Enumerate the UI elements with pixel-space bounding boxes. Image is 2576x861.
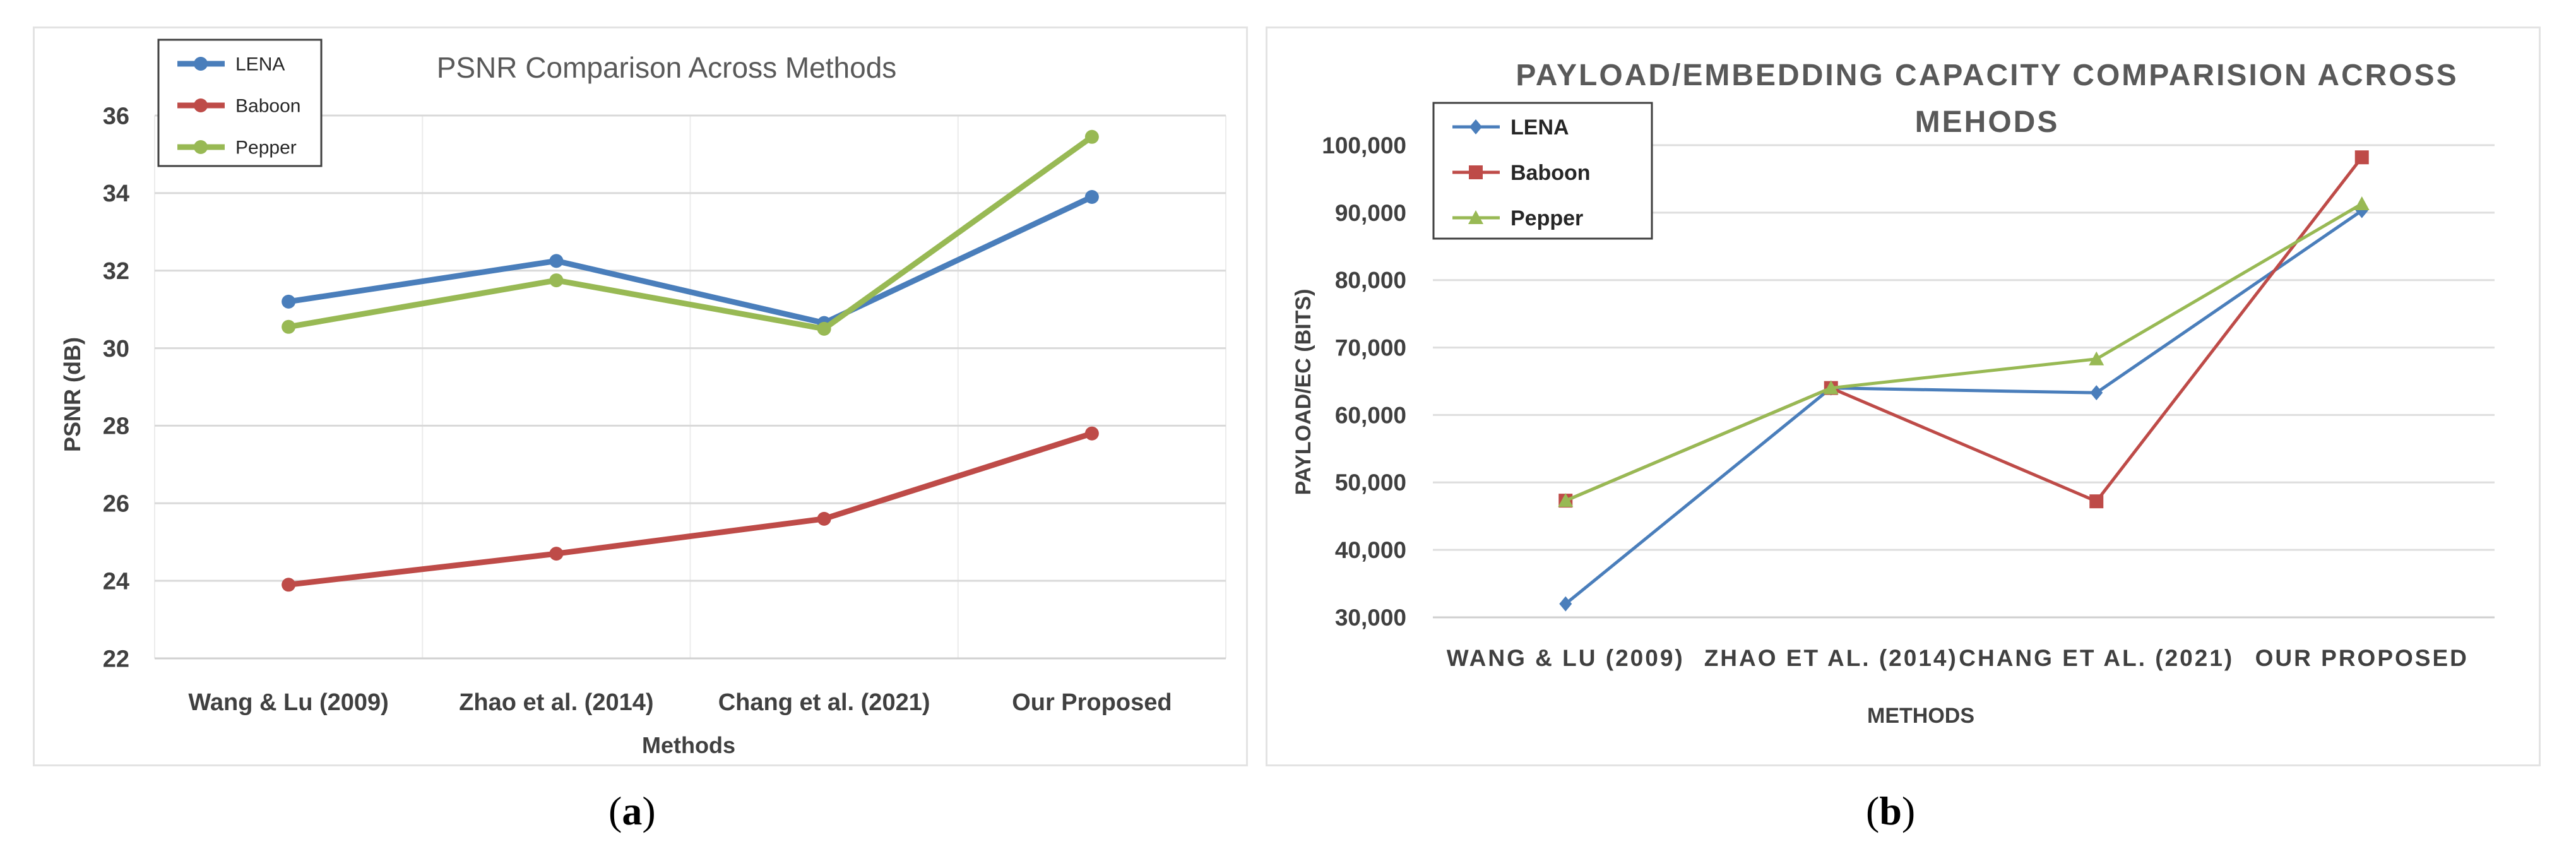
data-point-baboon xyxy=(2089,494,2104,509)
legend-label-baboon: Baboon xyxy=(235,96,300,117)
data-point-lena xyxy=(549,254,564,268)
y-tick-label: 30 xyxy=(103,336,129,362)
data-point-pepper xyxy=(1558,493,1574,508)
y-tick-label: 80,000 xyxy=(1335,268,1406,294)
payload-line-chart: 30,000 40,000 50,000 60,000 70,000 80,000 90,0… xyxy=(1291,59,2495,728)
legend-marker-baboon xyxy=(194,98,208,112)
chart-panel-payload: 30,000 40,000 50,000 60,000 70,000 80,000 90,0… xyxy=(1266,27,2541,766)
x-tick-label: Zhao et al. (2014) xyxy=(459,689,653,716)
x-tick-label: Wang & Lu (2009) xyxy=(188,689,388,716)
y-tick-label: 34 xyxy=(103,181,129,207)
legend-marker-pepper xyxy=(1468,210,1483,224)
data-point-pepper xyxy=(549,273,564,288)
data-point-lena xyxy=(2090,385,2103,401)
chart-title-line: MEHODS xyxy=(1915,105,2060,139)
legend-marker-lena xyxy=(194,57,208,71)
y-tick-label: 60,000 xyxy=(1335,402,1406,428)
legend-item-lena: LENA xyxy=(177,54,285,75)
data-point-baboon xyxy=(2354,150,2369,165)
series-line-baboon xyxy=(288,430,1093,588)
x-tick-label: Our Proposed xyxy=(1012,689,1172,716)
legend-marker-pepper xyxy=(194,140,208,154)
data-point-baboon xyxy=(1084,426,1099,441)
legend-label-pepper: Pepper xyxy=(235,138,297,158)
x-axis-title: Methods xyxy=(642,732,735,758)
legend-label-lena: LENA xyxy=(1511,116,1569,140)
legend-item-pepper: Pepper xyxy=(177,138,297,158)
legend-label-baboon: Baboon xyxy=(1511,161,1591,185)
legend-marker-baboon xyxy=(1469,165,1483,179)
caption-a-letter: a xyxy=(622,788,643,833)
legend: LENA Baboon Pepper xyxy=(157,39,323,167)
data-point-baboon xyxy=(817,511,831,526)
series-pepper xyxy=(1558,196,2370,508)
data-point-pepper xyxy=(2089,351,2104,365)
series-line-lena xyxy=(1564,209,2363,605)
caption-a: (a) xyxy=(608,788,656,833)
y-tick-label: 28 xyxy=(103,413,129,440)
x-axis-title: METHODS xyxy=(1867,704,1974,728)
y-tick-label: 90,000 xyxy=(1335,200,1406,226)
legend-item-lena: LENA xyxy=(1452,116,1569,140)
legend: LENA Baboon Pepper xyxy=(1432,102,1653,240)
series-pepper xyxy=(282,129,1099,336)
y-axis-title: PAYLOAD/EC (BITS) xyxy=(1291,289,1315,496)
x-tick-label: ZHAO ET AL. (2014) xyxy=(1704,645,1958,671)
legend-item-baboon: Baboon xyxy=(1452,161,1591,185)
data-point-lena xyxy=(1084,190,1099,204)
y-tick-label: 100,000 xyxy=(1322,133,1406,158)
y-tick-label: 32 xyxy=(103,258,129,285)
data-point-lena xyxy=(282,294,296,309)
data-point-pepper xyxy=(1084,129,1099,144)
y-tick-label: 22 xyxy=(103,646,129,672)
psnr-line-chart: 22 24 26 28 30 32 34 36 Wang & Lu (2009) Zhao et … xyxy=(59,39,1226,758)
legend-label-lena: LENA xyxy=(235,54,285,75)
legend-label-pepper: Pepper xyxy=(1511,206,1583,230)
x-tick-label: Chang et al. (2021) xyxy=(718,689,930,716)
y-tick-label: 36 xyxy=(103,103,129,129)
data-point-baboon xyxy=(549,547,564,561)
data-point-baboon xyxy=(282,578,296,592)
data-point-lena xyxy=(1559,596,1572,612)
data-point-pepper xyxy=(282,319,296,334)
chart-title-line: PAYLOAD/EMBEDDING CAPACITY COMPARISION A… xyxy=(1516,59,2458,92)
chart-title: PSNR Comparison Across Methods xyxy=(437,51,897,84)
x-tick-label: WANG & LU (2009) xyxy=(1447,645,1685,671)
x-tick-label: CHANG ET AL. (2021) xyxy=(1959,645,2234,671)
series-line-pepper xyxy=(288,134,1094,332)
series-line-pepper xyxy=(1565,202,2363,502)
x-tick-label: OUR PROPOSED xyxy=(2255,645,2469,671)
caption-b-letter: b xyxy=(1879,788,1902,833)
y-tick-label: 30,000 xyxy=(1335,605,1406,631)
legend-item-baboon: Baboon xyxy=(177,96,300,117)
series-baboon xyxy=(1558,150,2369,509)
series-baboon xyxy=(282,426,1099,592)
y-tick-label: 24 xyxy=(103,568,129,595)
y-tick-label: 70,000 xyxy=(1335,335,1406,361)
legend-item-pepper: Pepper xyxy=(1452,206,1583,230)
series-line-lena xyxy=(288,194,1093,326)
chart-panel-psnr: 22 24 26 28 30 32 34 36 Wang & Lu (2009) Zhao et … xyxy=(33,27,1248,766)
data-point-pepper xyxy=(2354,196,2370,210)
series-lena xyxy=(282,190,1099,330)
caption-b: (b) xyxy=(1866,788,1916,833)
y-tick-label: 26 xyxy=(103,491,129,518)
legend-marker-lena xyxy=(1469,119,1482,134)
data-point-pepper xyxy=(1823,380,1839,395)
y-tick-label: 40,000 xyxy=(1335,537,1406,563)
y-axis-title: PSNR (dB) xyxy=(59,337,85,452)
y-tick-label: 50,000 xyxy=(1335,470,1406,496)
data-point-pepper xyxy=(817,321,831,336)
